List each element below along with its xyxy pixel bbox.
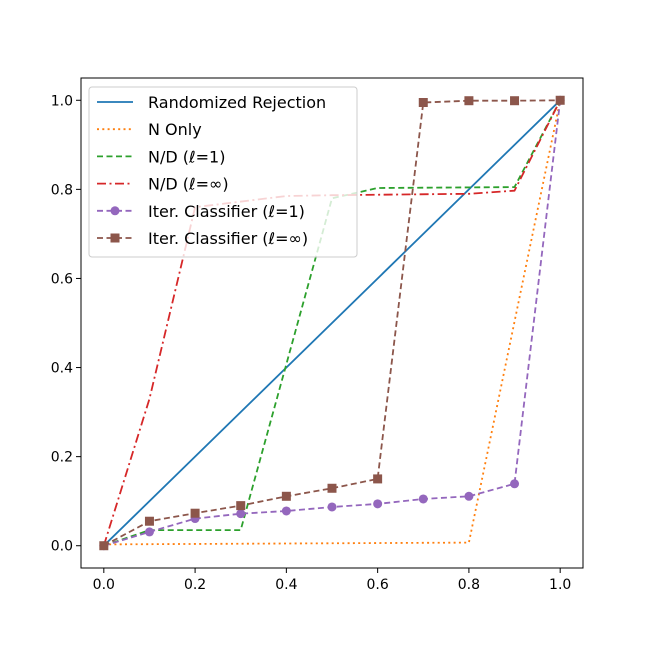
legend-item: N Only bbox=[97, 120, 202, 139]
series-5-point bbox=[144, 527, 154, 537]
x-tick-label: 0.0 bbox=[93, 577, 115, 593]
series-6-point bbox=[99, 541, 109, 551]
y-tick-label: 0.4 bbox=[51, 361, 73, 377]
series-6-point bbox=[236, 501, 246, 511]
series-5-point bbox=[510, 479, 520, 489]
x-tick-label: 0.6 bbox=[367, 577, 389, 593]
legend-box bbox=[88, 86, 358, 258]
legend-label: Randomized Rejection bbox=[148, 93, 326, 112]
legend-item: N/D (ℓ=1) bbox=[97, 147, 225, 166]
series-6-line bbox=[103, 99, 561, 547]
series-4-line bbox=[102, 99, 562, 546]
legend-label: Iter. Classifier (ℓ=1) bbox=[148, 202, 305, 221]
series-6 bbox=[99, 95, 565, 551]
legend-item: Randomized Rejection bbox=[97, 93, 326, 112]
series-6-point bbox=[190, 508, 200, 518]
y-tick-label: 0.0 bbox=[51, 539, 73, 555]
series-5-point bbox=[418, 494, 428, 504]
legend-item: N/D (ℓ=∞) bbox=[97, 175, 229, 194]
legend-marker bbox=[110, 206, 120, 216]
series-5-point bbox=[281, 506, 291, 516]
x-tick-label: 0.2 bbox=[184, 577, 206, 593]
series-6-point bbox=[555, 95, 565, 105]
series-5-point bbox=[464, 491, 474, 501]
series-6-point bbox=[327, 483, 337, 493]
y-tick-label: 1.0 bbox=[51, 93, 73, 109]
series-6-point bbox=[464, 96, 474, 106]
x-tick-label: 0.4 bbox=[275, 577, 297, 593]
tick-layer: 0.0 0.2 0.4 0.6 0.8 1.0 0.0 0.2 0.4 0.6 0.8 1.0 bbox=[51, 93, 572, 593]
series-6-point bbox=[144, 516, 154, 526]
series-6-point bbox=[418, 98, 428, 107]
series-4 bbox=[102, 99, 562, 546]
x-tick-label: 1.0 bbox=[549, 577, 571, 593]
series-5-point bbox=[327, 502, 337, 512]
legend-marker bbox=[110, 233, 120, 243]
series-6-point bbox=[373, 474, 383, 484]
series-layer bbox=[99, 95, 565, 551]
legend-item: Iter. Classifier (ℓ=∞) bbox=[97, 229, 308, 248]
legend-label: N Only bbox=[148, 120, 202, 139]
series-6-point bbox=[510, 96, 520, 106]
y-tick-label: 0.8 bbox=[51, 182, 73, 198]
legend-label: Iter. Classifier (ℓ=∞) bbox=[148, 229, 308, 248]
series-5-point bbox=[373, 499, 383, 509]
legend-label: N/D (ℓ=∞) bbox=[148, 175, 229, 194]
series-1-line bbox=[103, 99, 561, 547]
series-5-point bbox=[236, 509, 246, 519]
x-tick-label: 0.8 bbox=[458, 577, 480, 593]
legend-label: N/D (ℓ=1) bbox=[148, 147, 225, 166]
series-6-point bbox=[281, 491, 291, 501]
legend: Randomized Rejection N Only N/D (ℓ=1) N/D (… bbox=[88, 86, 358, 258]
legend-item: Iter. Classifier (ℓ=1) bbox=[97, 202, 305, 221]
series-1 bbox=[103, 99, 561, 547]
y-tick-label: 0.2 bbox=[51, 450, 73, 466]
y-tick-label: 0.6 bbox=[51, 271, 73, 287]
axes-frame bbox=[80, 77, 584, 569]
